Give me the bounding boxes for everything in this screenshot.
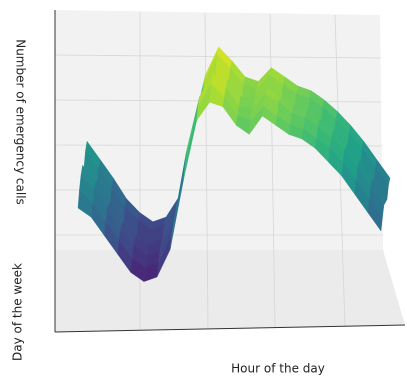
floor-pane [55, 250, 405, 332]
surface [77, 46, 391, 282]
z-axis-label: Number of emergency calls [14, 39, 28, 205]
x-axis-label: Hour of the day [231, 362, 325, 376]
y-axis-label: Day of the week [11, 263, 25, 361]
surface-patch [367, 197, 383, 232]
